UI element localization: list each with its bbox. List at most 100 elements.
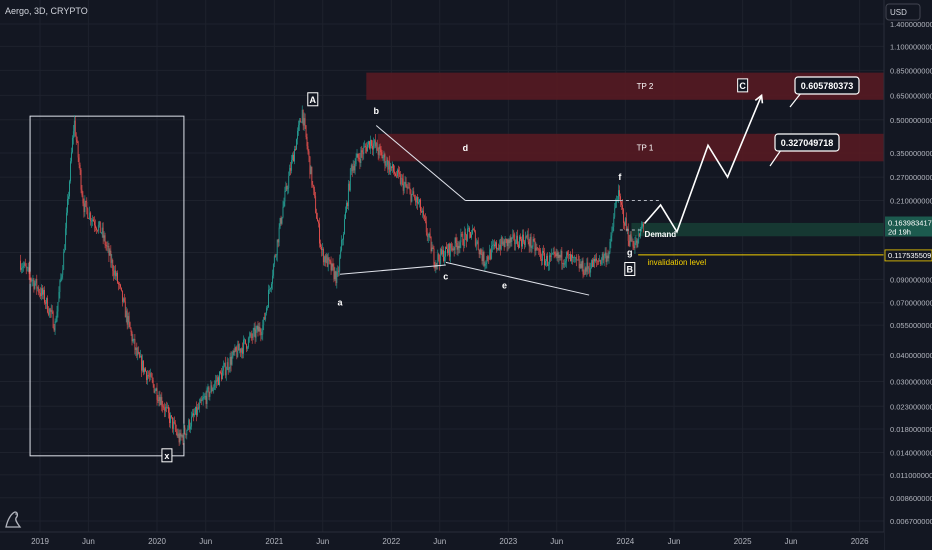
projection-arrowhead (754, 93, 764, 104)
candle-body (88, 218, 90, 220)
candle-body (457, 245, 459, 250)
candle-body (237, 344, 239, 357)
candle-body (111, 260, 113, 263)
candle-body (632, 240, 634, 247)
candle-body (53, 327, 55, 331)
candle-body (401, 178, 403, 179)
candle-body (71, 137, 73, 153)
candle-body (131, 332, 133, 342)
candle-body (40, 293, 42, 297)
candle-body (499, 244, 501, 250)
candle-body (468, 228, 469, 229)
candle-body (56, 311, 58, 322)
candle-body (242, 348, 243, 354)
candle-body (115, 270, 117, 277)
candle-body (84, 200, 86, 213)
candle-body (261, 334, 263, 335)
candle-body (264, 317, 266, 320)
candle-body (373, 140, 375, 144)
candle-body (73, 120, 75, 132)
price-tick: 0.090000000 (890, 275, 932, 284)
wave-label-B: B (627, 265, 634, 275)
candle-body (549, 255, 551, 258)
candle-body (239, 348, 241, 351)
candle-body (579, 263, 581, 269)
candle-body (170, 415, 171, 424)
candle-body (462, 234, 464, 245)
candle-body (322, 248, 324, 263)
price-axis-bg (884, 0, 932, 550)
candle-body (463, 244, 465, 246)
candle-body (426, 232, 428, 237)
candle-body (346, 202, 347, 212)
candle-body (172, 421, 174, 429)
candle-body (190, 426, 192, 430)
candle-body (403, 183, 405, 191)
candle-body (257, 325, 259, 332)
candle-body (26, 267, 28, 269)
candle-body (640, 229, 642, 236)
candle-body (442, 250, 444, 255)
candle-body (28, 267, 30, 274)
candle-body (230, 357, 232, 365)
candle-body (389, 161, 391, 172)
time-axis-bg (0, 532, 884, 550)
trendline (445, 261, 590, 296)
candle-body (39, 292, 41, 294)
candle-body (44, 289, 45, 303)
candle-body (445, 246, 446, 257)
candle-body (479, 249, 481, 255)
candle-body (218, 377, 219, 385)
candle-body (349, 168, 351, 191)
candle-body (251, 336, 253, 338)
candle-body (245, 339, 246, 344)
candle-body (522, 234, 523, 247)
candle-body (81, 189, 83, 196)
candle-body (541, 258, 543, 261)
candle-body (428, 233, 430, 236)
candle-body (586, 262, 588, 272)
candle-body (568, 254, 569, 256)
wave-box (307, 92, 319, 107)
current-price-label: 0.163983417 (888, 219, 932, 228)
candle-body (578, 259, 580, 269)
candle-body (454, 237, 456, 250)
price-axis[interactable]: 1.400000000 1.100000000 0.850000000 0.65000… (883, 0, 932, 550)
grid (0, 0, 884, 532)
candle-body (394, 171, 395, 174)
candle-body (548, 255, 550, 265)
candle-body (280, 218, 282, 224)
candle-body (79, 164, 81, 171)
candle-body (46, 298, 48, 313)
candle-body (475, 242, 477, 246)
candle-body (340, 250, 342, 258)
candle-body (382, 157, 384, 159)
candle-body (297, 130, 298, 140)
candle-body (533, 239, 535, 241)
candle-body (268, 289, 269, 308)
time-axis[interactable]: 2019 Jun 2020 Jun 2021 Jun 2022 Jun 2023 Jun 2024 J… (0, 531, 884, 550)
zone-label: TP 2 (637, 82, 654, 91)
candle-body (339, 257, 341, 272)
candle-body (309, 156, 311, 175)
candle-body (571, 254, 572, 262)
candle-body (269, 289, 270, 290)
invalidation-badge (884, 249, 932, 262)
candle-body (472, 229, 473, 235)
candle-body (473, 229, 475, 232)
candle-body (283, 201, 285, 207)
candle-body (330, 261, 332, 271)
candle-body (505, 238, 507, 240)
candle-body (622, 204, 623, 210)
candle-body (465, 232, 467, 235)
candle-body (263, 317, 265, 326)
candle-body (123, 298, 125, 302)
candle-body (490, 249, 492, 259)
currency-button[interactable]: USD (885, 3, 921, 21)
candle-body (380, 148, 382, 153)
price-tick: 0.500000000 (890, 116, 932, 125)
candle-body (379, 146, 381, 149)
candle-body (61, 274, 63, 278)
candle-body (60, 277, 62, 281)
